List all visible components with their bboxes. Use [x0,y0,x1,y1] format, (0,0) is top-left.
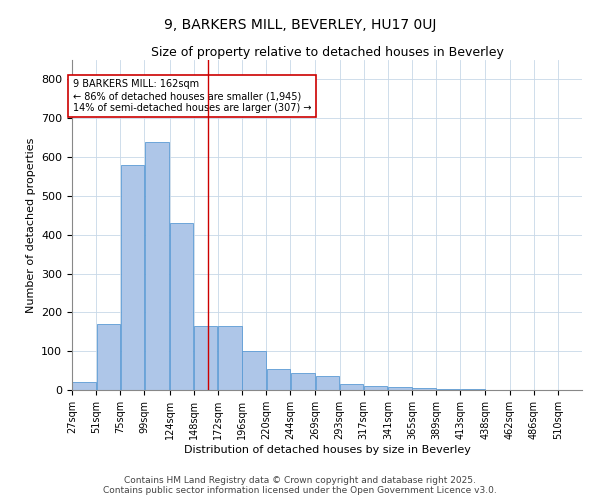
Bar [266,368,290,390]
Bar [73,382,96,390]
Bar [170,223,193,390]
Bar [437,389,460,390]
Bar [461,389,485,390]
Bar [242,351,266,390]
Bar [364,386,388,390]
Bar [121,165,144,390]
Bar [316,376,339,390]
Bar [97,324,120,390]
Title: Size of property relative to detached houses in Beverley: Size of property relative to detached ho… [151,46,503,59]
Bar [194,326,217,390]
X-axis label: Distribution of detached houses by size in Beverley: Distribution of detached houses by size … [184,444,470,454]
Text: Contains HM Land Registry data © Crown copyright and database right 2025.
Contai: Contains HM Land Registry data © Crown c… [103,476,497,495]
Bar [340,384,364,390]
Text: 9, BARKERS MILL, BEVERLEY, HU17 0UJ: 9, BARKERS MILL, BEVERLEY, HU17 0UJ [164,18,436,32]
Bar [290,372,315,390]
Bar [388,387,412,390]
Bar [145,142,169,390]
Bar [218,326,242,390]
Text: 9 BARKERS MILL: 162sqm
← 86% of detached houses are smaller (1,945)
14% of semi-: 9 BARKERS MILL: 162sqm ← 86% of detached… [73,80,311,112]
Y-axis label: Number of detached properties: Number of detached properties [26,138,35,312]
Bar [412,388,436,390]
